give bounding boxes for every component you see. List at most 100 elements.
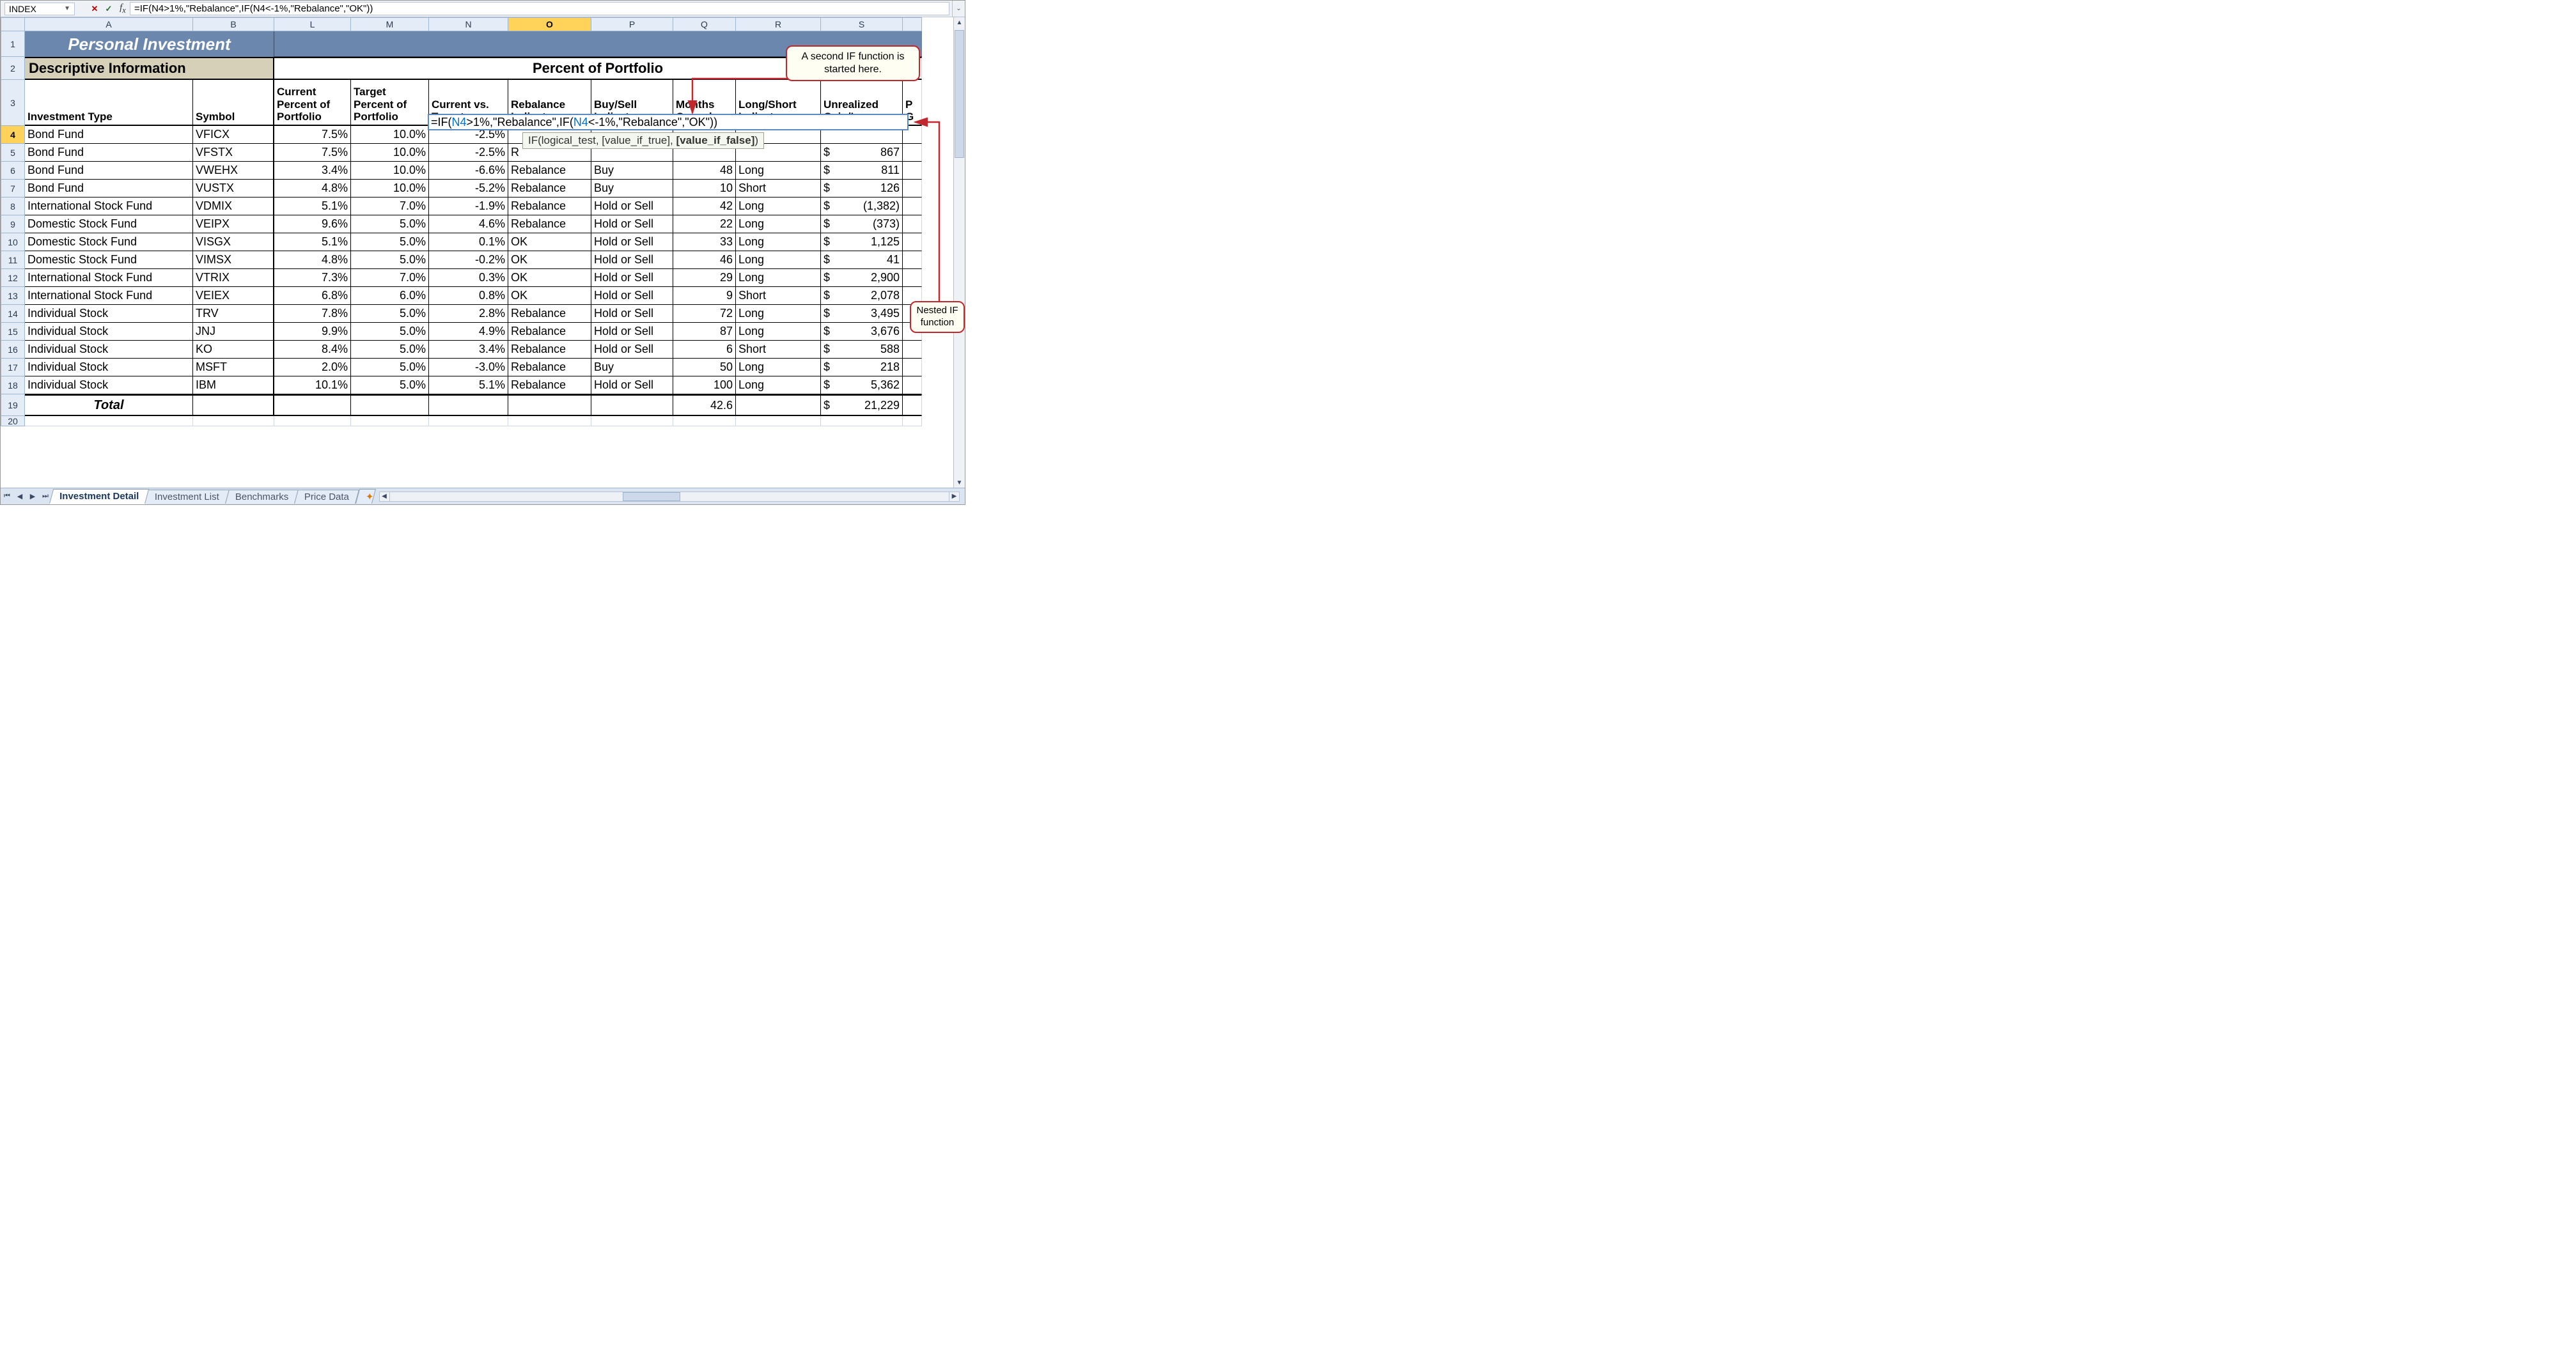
cell-R14[interactable]: Long: [736, 305, 821, 323]
cell-P9[interactable]: Hold or Sell: [591, 215, 673, 233]
colhead-O[interactable]: O: [508, 17, 591, 31]
cell-S8[interactable]: $(1,382): [821, 198, 903, 215]
cell-row20-10[interactable]: [903, 416, 922, 426]
cell-R17[interactable]: Long: [736, 359, 821, 376]
cell-B17[interactable]: MSFT: [193, 359, 274, 376]
cell-Q6[interactable]: 48: [673, 162, 736, 180]
cell-M16[interactable]: 5.0%: [351, 341, 429, 359]
cell-S7[interactable]: $126: [821, 180, 903, 198]
cell-row20-3[interactable]: [351, 416, 429, 426]
colhead-M[interactable]: M: [351, 17, 429, 31]
cell-T17[interactable]: [903, 359, 922, 376]
cell-B8[interactable]: VDMIX: [193, 198, 274, 215]
cell-A11[interactable]: Domestic Stock Fund: [25, 251, 193, 269]
cell-M18[interactable]: 5.0%: [351, 376, 429, 394]
rowhead-17[interactable]: 17: [1, 359, 25, 376]
cell-A19[interactable]: Total: [25, 394, 193, 416]
cell-O16[interactable]: Rebalance: [508, 341, 591, 359]
cell-Q13[interactable]: 9: [673, 287, 736, 305]
tab-price-data[interactable]: Price Data: [295, 490, 360, 504]
rowhead-2[interactable]: 2: [1, 57, 25, 80]
cell-A6[interactable]: Bond Fund: [25, 162, 193, 180]
rowhead-1[interactable]: 1: [1, 31, 25, 57]
cell-row20-9[interactable]: [821, 416, 903, 426]
rowhead-8[interactable]: 8: [1, 198, 25, 215]
scroll-right-icon[interactable]: ▶: [949, 492, 959, 501]
cell-S10[interactable]: $1,125: [821, 233, 903, 251]
cell-A16[interactable]: Individual Stock: [25, 341, 193, 359]
cell-row20-0[interactable]: [25, 416, 193, 426]
cell-N11[interactable]: -0.2%: [429, 251, 508, 269]
cell-O10[interactable]: OK: [508, 233, 591, 251]
rowhead-18[interactable]: 18: [1, 376, 25, 394]
hscroll-thumb[interactable]: [623, 492, 680, 501]
cell-T18[interactable]: [903, 376, 922, 394]
cell-L11[interactable]: 4.8%: [274, 251, 351, 269]
cell-B12[interactable]: VTRIX: [193, 269, 274, 287]
cell-O11[interactable]: OK: [508, 251, 591, 269]
cell-N8[interactable]: -1.9%: [429, 198, 508, 215]
cell-L13[interactable]: 6.8%: [274, 287, 351, 305]
cell-Q16[interactable]: 6: [673, 341, 736, 359]
cell-B18[interactable]: IBM: [193, 376, 274, 394]
cell-M15[interactable]: 5.0%: [351, 323, 429, 341]
cell-O8[interactable]: Rebalance: [508, 198, 591, 215]
select-all-corner[interactable]: [1, 17, 25, 31]
cell-A5[interactable]: Bond Fund: [25, 144, 193, 162]
cell-N18[interactable]: 5.1%: [429, 376, 508, 394]
cell-B4[interactable]: VFICX: [193, 126, 274, 144]
rowhead-14[interactable]: 14: [1, 305, 25, 323]
cell-Q18[interactable]: 100: [673, 376, 736, 394]
rowhead-5[interactable]: 5: [1, 144, 25, 162]
cell-L5[interactable]: 7.5%: [274, 144, 351, 162]
cell-N14[interactable]: 2.8%: [429, 305, 508, 323]
vscroll-thumb[interactable]: [955, 30, 964, 158]
cell-O12[interactable]: OK: [508, 269, 591, 287]
cell-Q11[interactable]: 46: [673, 251, 736, 269]
cell-P12[interactable]: Hold or Sell: [591, 269, 673, 287]
cell-O15[interactable]: Rebalance: [508, 323, 591, 341]
cell-P17[interactable]: Buy: [591, 359, 673, 376]
cell-O18[interactable]: Rebalance: [508, 376, 591, 394]
cell-N17[interactable]: -3.0%: [429, 359, 508, 376]
cell-M19[interactable]: [351, 394, 429, 416]
cell-A14[interactable]: Individual Stock: [25, 305, 193, 323]
cell-T5[interactable]: [903, 144, 922, 162]
tab-insert-icon[interactable]: ✦: [355, 489, 375, 504]
cell-A10[interactable]: Domestic Stock Fund: [25, 233, 193, 251]
cell-T8[interactable]: [903, 198, 922, 215]
cell-N7[interactable]: -5.2%: [429, 180, 508, 198]
cell-A13[interactable]: International Stock Fund: [25, 287, 193, 305]
colhead-N[interactable]: N: [429, 17, 508, 31]
cell-S15[interactable]: $3,676: [821, 323, 903, 341]
cell-O14[interactable]: Rebalance: [508, 305, 591, 323]
cell-L6[interactable]: 3.4%: [274, 162, 351, 180]
rowhead-12[interactable]: 12: [1, 269, 25, 287]
cell-N16[interactable]: 3.4%: [429, 341, 508, 359]
cell-N15[interactable]: 4.9%: [429, 323, 508, 341]
rowhead-15[interactable]: 15: [1, 323, 25, 341]
cell-Q7[interactable]: 10: [673, 180, 736, 198]
cell-P11[interactable]: Hold or Sell: [591, 251, 673, 269]
formula-input[interactable]: =IF(N4>1%,"Rebalance",IF(N4<-1%,"Rebalan…: [130, 2, 949, 15]
cancel-button[interactable]: ✕: [88, 3, 102, 15]
rowhead-10[interactable]: 10: [1, 233, 25, 251]
cell-M9[interactable]: 5.0%: [351, 215, 429, 233]
rowhead-16[interactable]: 16: [1, 341, 25, 359]
cell-T16[interactable]: [903, 341, 922, 359]
cell-Q17[interactable]: 50: [673, 359, 736, 376]
formula-expand-icon[interactable]: ⌄: [952, 1, 965, 17]
cell-row20-8[interactable]: [736, 416, 821, 426]
cell-S6[interactable]: $811: [821, 162, 903, 180]
cell-L4[interactable]: 7.5%: [274, 126, 351, 144]
scroll-up-icon[interactable]: ▲: [954, 17, 965, 27]
cell-R8[interactable]: Long: [736, 198, 821, 215]
rowhead-9[interactable]: 9: [1, 215, 25, 233]
cell-M5[interactable]: 10.0%: [351, 144, 429, 162]
cell-P8[interactable]: Hold or Sell: [591, 198, 673, 215]
cell-M14[interactable]: 5.0%: [351, 305, 429, 323]
cell-N12[interactable]: 0.3%: [429, 269, 508, 287]
cell-R9[interactable]: Long: [736, 215, 821, 233]
cell-N6[interactable]: -6.6%: [429, 162, 508, 180]
cell-Q15[interactable]: 87: [673, 323, 736, 341]
